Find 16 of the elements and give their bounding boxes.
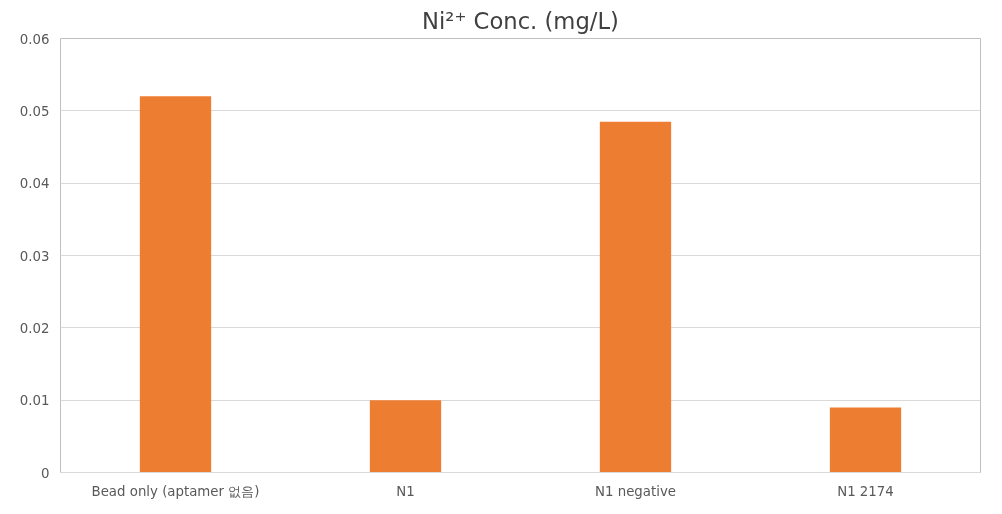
y-tick-label: 0 bbox=[41, 465, 50, 481]
chart-title: Ni²⁺ Conc. (mg/L) bbox=[422, 7, 619, 34]
bar bbox=[369, 400, 442, 473]
y-tick-label: 0.02 bbox=[19, 320, 50, 336]
y-tick-label: 0.03 bbox=[19, 248, 50, 264]
x-tick-label: N1 negative bbox=[595, 483, 676, 499]
bar bbox=[829, 407, 902, 473]
y-tick-label: 0.05 bbox=[19, 103, 50, 119]
x-tick-label: N1 2174 bbox=[837, 483, 894, 499]
y-tick-label: 0.06 bbox=[19, 31, 50, 47]
x-tick-label: Bead only (aptamer 없음) bbox=[91, 483, 260, 499]
y-tick-label: 0.04 bbox=[19, 176, 50, 192]
bar bbox=[139, 96, 212, 473]
bar bbox=[599, 121, 672, 473]
y-tick-label: 0.01 bbox=[19, 393, 50, 409]
x-tick-label: N1 bbox=[396, 483, 415, 499]
